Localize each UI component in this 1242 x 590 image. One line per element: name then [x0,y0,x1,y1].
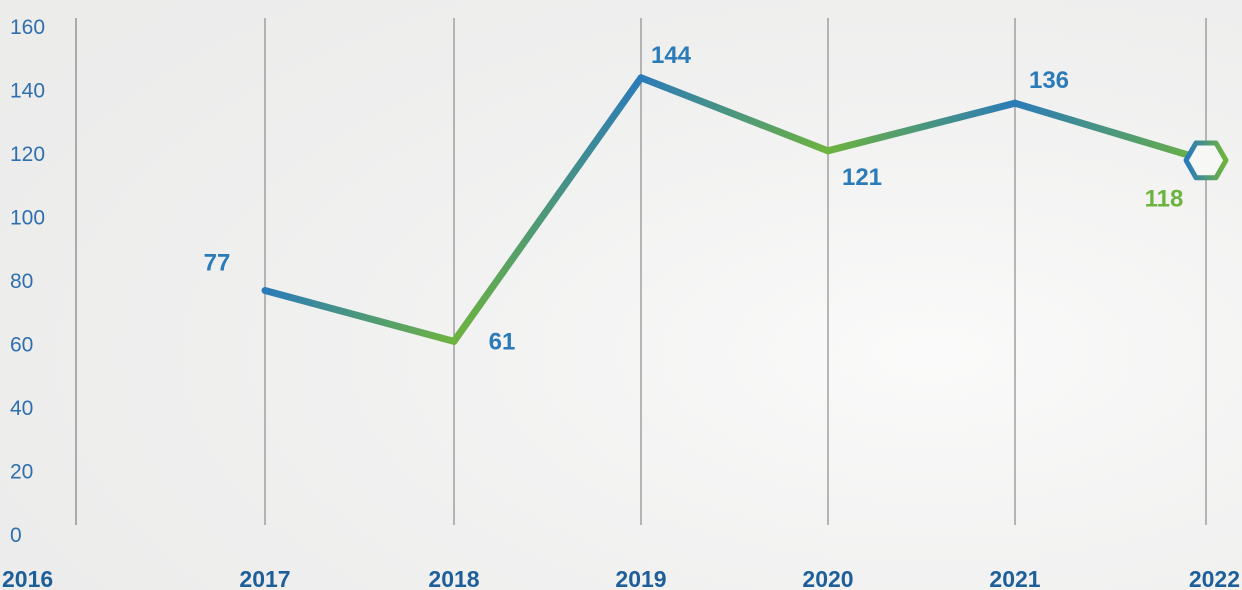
x-tick-label: 2018 [428,566,479,590]
x-tick-label: 2016 [2,566,53,590]
y-tick-label: 60 [10,334,33,357]
x-axis-ticks: 2016 2017 2018 2019 2020 2021 2022 [2,566,1240,590]
x-tick-label: 2020 [802,566,853,590]
y-tick-label: 20 [10,461,33,484]
y-tick-label: 120 [10,143,45,166]
data-label-2022: 118 [1145,185,1184,212]
data-label-2019: 144 [651,42,692,69]
data-label-2020: 121 [842,164,882,191]
x-tick-label: 2022 [1189,566,1240,590]
y-tick-label: 140 [10,80,45,103]
data-label-2018: 61 [489,328,516,355]
y-tick-label: 0 [10,524,22,547]
x-tick-label: 2017 [239,566,290,590]
line-segment-2017-2018 [261,287,458,345]
end-marker-layer [1183,140,1229,181]
y-axis-ticks: 0 20 40 60 80 100 120 140 160 [10,16,45,547]
line-segment-2021-2022 [1011,99,1210,164]
y-tick-label: 80 [10,270,33,293]
data-labels: 77 61 144 121 136 118 [204,42,1184,356]
line-segment-2019-2020 [637,74,832,155]
series-line [261,74,1210,345]
line-segment-2020-2021 [824,99,1019,155]
data-label-2021: 136 [1029,67,1069,94]
y-tick-label: 100 [10,207,45,230]
y-tick-label: 160 [10,16,45,39]
data-label-2017: 77 [204,250,231,277]
vertical-gridlines [75,18,1207,525]
line-segment-2018-2019 [450,74,645,345]
y-tick-label: 40 [10,397,33,420]
x-tick-label: 2021 [989,566,1040,590]
end-hexagon-marker [1183,140,1229,181]
x-tick-label: 2019 [615,566,666,590]
